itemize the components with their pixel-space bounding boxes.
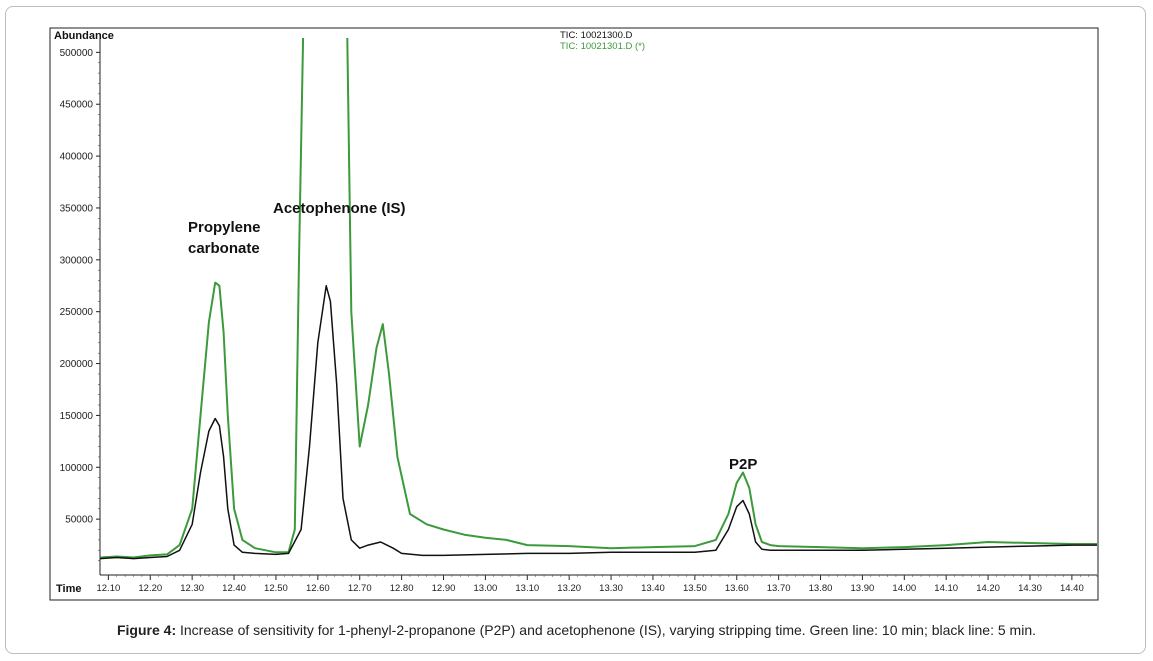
x-tick-label: 13.70 [767, 583, 791, 594]
x-tick-label: 13.10 [515, 583, 539, 594]
x-tick-label: 12.90 [432, 583, 456, 594]
y-tick-label: 450000 [60, 100, 94, 111]
x-tick-label: 13.60 [725, 583, 749, 594]
y-tick-label: 100000 [60, 463, 94, 474]
legend-entry: TIC: 10021300.D [560, 30, 632, 41]
y-tick-label: 350000 [60, 203, 94, 214]
x-tick-label: 12.30 [180, 583, 204, 594]
y-tick-label: 300000 [60, 255, 94, 266]
x-tick-label: 12.20 [138, 583, 162, 594]
x-tick-label: 14.40 [1060, 583, 1084, 594]
peak-annotation: Acetophenone (IS) [273, 200, 406, 217]
y-tick-label: 200000 [60, 359, 94, 370]
x-tick-label: 12.50 [264, 583, 288, 594]
x-axis-title: Time [56, 583, 81, 595]
y-axis-title: Abundance [54, 30, 114, 42]
x-tick-label: 12.60 [306, 583, 330, 594]
y-tick-label: 150000 [60, 411, 94, 422]
series-line-green [100, 38, 1097, 559]
x-tick-label: 14.20 [976, 583, 1000, 594]
x-tick-label: 13.80 [809, 583, 833, 594]
series-line-black [100, 285, 1097, 560]
figure-caption: Figure 4: Increase of sensitivity for 1-… [0, 622, 1153, 638]
y-tick-label: 400000 [60, 152, 94, 163]
peak-annotation: carbonate [188, 240, 260, 257]
x-tick-label: 12.40 [222, 583, 246, 594]
y-tick-label: 500000 [60, 48, 94, 59]
x-tick-label: 12.70 [348, 583, 372, 594]
x-tick-label: 14.10 [934, 583, 958, 594]
x-tick-label: 12.10 [96, 583, 120, 594]
y-tick-label: 50000 [65, 515, 93, 526]
x-tick-label: 13.30 [599, 583, 623, 594]
caption-text: Increase of sensitivity for 1-phenyl-2-p… [176, 622, 1036, 638]
x-tick-label: 13.90 [851, 583, 875, 594]
x-tick-label: 14.00 [892, 583, 916, 594]
peak-annotation: Propylene [188, 219, 261, 236]
legend-entry: TIC: 10021301.D (*) [560, 41, 645, 52]
x-tick-label: 14.30 [1018, 583, 1042, 594]
x-tick-label: 13.50 [683, 583, 707, 594]
caption-label: Figure 4: [116, 622, 177, 638]
plot-area [49, 27, 1099, 601]
x-tick-label: 12.80 [390, 583, 414, 594]
y-tick-label: 250000 [60, 307, 94, 318]
x-tick-label: 13.20 [557, 583, 581, 594]
x-tick-label: 13.00 [474, 583, 498, 594]
peak-annotation: P2P [729, 456, 757, 473]
x-tick-label: 13.40 [641, 583, 665, 594]
